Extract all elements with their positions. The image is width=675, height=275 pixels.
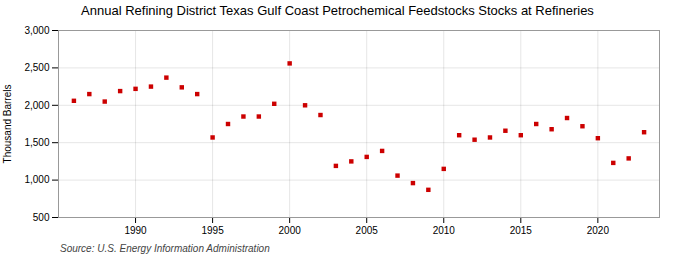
svg-text:1990: 1990 <box>124 225 147 236</box>
svg-text:2005: 2005 <box>356 225 379 236</box>
svg-text:2015: 2015 <box>510 225 533 236</box>
svg-text:500: 500 <box>33 212 50 223</box>
svg-text:2000: 2000 <box>279 225 302 236</box>
svg-text:Thousand Barrels: Thousand Barrels <box>2 85 13 164</box>
svg-text:1995: 1995 <box>201 225 224 236</box>
svg-text:3,000: 3,000 <box>24 25 49 36</box>
svg-text:2,000: 2,000 <box>24 100 49 111</box>
svg-text:2,500: 2,500 <box>24 62 49 73</box>
svg-text:2020: 2020 <box>587 225 610 236</box>
html-text:Annual Refining District Texas: Annual Refining District Texas Gulf Coas… <box>81 3 594 18</box>
svg-text:2010: 2010 <box>433 225 456 236</box>
svg-text:1,000: 1,000 <box>24 174 49 185</box>
svg-text:1,500: 1,500 <box>24 137 49 148</box>
html-text:Source: U.S. Energy Informatio: Source: U.S. Energy Information Administ… <box>60 243 270 254</box>
